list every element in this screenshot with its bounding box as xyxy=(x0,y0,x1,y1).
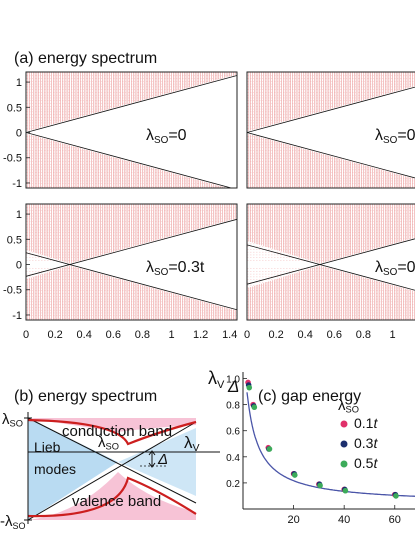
panel-c-title: (c) gap energy xyxy=(258,388,361,405)
subplot-frame xyxy=(25,71,238,189)
y-tick-label: -1 xyxy=(12,310,22,322)
x-tick-label: 1.4 xyxy=(222,329,237,341)
y-tick-label: -0.5 xyxy=(3,285,22,297)
x-tick-label: 1.2 xyxy=(193,329,208,341)
y-tick-label: -1 xyxy=(12,178,22,190)
edge-line xyxy=(27,417,197,504)
conduction-band-label: conduction band xyxy=(62,423,172,440)
subplot-label: λSO=0.3t xyxy=(146,259,205,278)
x-tick-label: 0.2 xyxy=(268,329,283,341)
y-tick-label: 0.4 xyxy=(226,453,240,464)
gap-label: Δ xyxy=(157,451,168,468)
legend-marker xyxy=(340,420,348,428)
edge-state-line xyxy=(247,244,415,291)
subplot-4 xyxy=(247,204,415,320)
data-point-0.5t xyxy=(342,487,349,494)
edge-state-line xyxy=(26,252,237,311)
modes-label: modes xyxy=(34,461,76,477)
subplot-1 xyxy=(26,72,237,188)
y-tick-label: 0.6 xyxy=(226,427,240,438)
edge-state-line xyxy=(26,75,237,133)
x-tick-label: 0.4 xyxy=(298,329,313,341)
edge-line xyxy=(27,421,197,521)
legend-label: 0.3t xyxy=(354,435,378,451)
crossing-label: λSO xyxy=(98,434,119,452)
subplot-label: λSO=0 xyxy=(375,259,415,278)
y-tick-label: 0.8 xyxy=(226,401,240,412)
x-tick-label: 60 xyxy=(389,514,401,526)
x-tick-label: 1 xyxy=(389,329,395,341)
gap-arrow-head xyxy=(148,450,156,456)
x-tick-label: 40 xyxy=(338,514,350,526)
subplot-label: λSO=0 xyxy=(146,127,187,146)
gap-arrow-head xyxy=(148,462,156,468)
top-level-label: λSO xyxy=(2,411,23,429)
y-tick-label: 0 xyxy=(16,128,22,140)
subplot-frame xyxy=(246,71,415,189)
subplot-3 xyxy=(26,204,237,320)
panel-a-energy-spectrum: λSO=0 1 0.5 0 -0.5 -1 λSO=0 λSO=0.3t 1 0.5 0 -0.5 -1… xyxy=(3,71,415,341)
legend-label: 0.1t xyxy=(354,415,378,431)
data-point-0.5t xyxy=(246,384,253,391)
legend-label: 0.5t xyxy=(354,455,378,471)
y-tick-label: 0.2 xyxy=(226,479,240,490)
y-tick-label: 0.5 xyxy=(7,102,22,114)
y-tick-label: 1.0 xyxy=(226,375,240,386)
y-tick-label: 1 xyxy=(16,209,22,221)
edge-state-line xyxy=(247,132,415,179)
x-tick-label: 0.8 xyxy=(356,329,371,341)
x-tick-label: 0.6 xyxy=(327,329,342,341)
x-tick-label: 0.2 xyxy=(47,329,62,341)
lieb-modes-region-right xyxy=(118,428,196,496)
valence-band-edge xyxy=(27,476,197,518)
panel-b-band-diagram: conduction band valence band Lieb modes λSO λ… xyxy=(0,411,220,531)
legend-title: λSO xyxy=(338,397,359,415)
data-point-0.5t xyxy=(317,482,323,489)
x-tick-label: 0 xyxy=(244,329,250,341)
edge-state-line xyxy=(247,238,415,285)
data-point-0.5t xyxy=(393,493,399,499)
y-tick-label: 1 xyxy=(16,77,22,89)
subplot-2 xyxy=(247,72,415,188)
x-tick-label: 1 xyxy=(168,329,174,341)
subplot-frame xyxy=(25,203,238,321)
x-tick-label: 0.8 xyxy=(135,329,150,341)
x-tick-label: 0.4 xyxy=(77,329,92,341)
legend-marker xyxy=(340,460,348,468)
valence-band-region xyxy=(28,472,196,520)
edge-state-line xyxy=(26,218,237,277)
panel-a-title: (a) energy spectrum xyxy=(14,50,157,67)
fit-curve xyxy=(246,392,415,497)
y-tick-label: 0.5 xyxy=(7,234,22,246)
y-tick-label: -0.5 xyxy=(3,153,22,165)
x-tick-label: 0.6 xyxy=(106,329,121,341)
data-point-0.5t xyxy=(251,404,258,411)
data-point-0.5t xyxy=(291,472,298,478)
y-tick-label: 0 xyxy=(16,260,22,272)
lieb-label: Lieb xyxy=(34,439,61,455)
x-axis-label: λV xyxy=(184,433,200,454)
valence-band-label: valence band xyxy=(72,493,161,510)
lieb-modes-region xyxy=(28,418,118,520)
data-point-0.5t xyxy=(266,446,273,452)
subplot-frame xyxy=(246,203,415,321)
legend-marker xyxy=(340,440,348,448)
edge-state-line xyxy=(247,86,415,133)
edge-state-line xyxy=(26,132,233,188)
y-axis-label: Δ xyxy=(227,377,239,396)
conduction-band-edge xyxy=(27,418,197,446)
bottom-level-label: -λSO xyxy=(0,513,26,531)
panel-b-title: (b) energy spectrum xyxy=(14,388,157,405)
x-tick-label: 20 xyxy=(287,514,299,526)
subplot-label: λSO=0 xyxy=(375,127,415,146)
panel-a-xlabel: λV xyxy=(208,368,225,391)
x-tick-label: 0 xyxy=(23,329,29,341)
